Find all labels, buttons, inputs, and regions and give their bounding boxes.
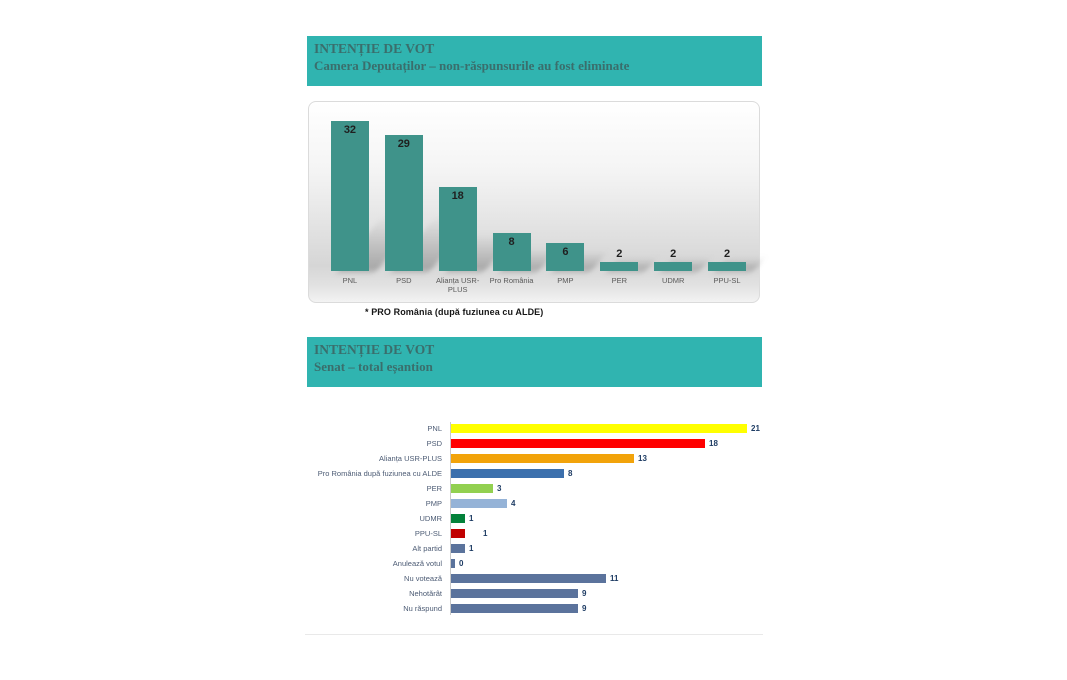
hbar-row: Nu votează 11 [307,571,762,586]
row-bar [451,544,465,553]
hbar-row: Nehotărât 9 [307,586,762,601]
bar [708,262,747,271]
hbar-row: PER 3 [307,481,762,496]
row-value-label: 11 [610,574,619,583]
row-bar [451,484,493,493]
bar-value-label: 2 [670,248,677,260]
bar-value-label: 2 [724,248,731,260]
bar [546,243,585,271]
bar-category-label: PNL [342,276,358,285]
row-label: Anulează votul [392,558,442,568]
bar-category-label: PPU-SL [713,276,741,285]
deputies-section-header: INTENȚIE DE VOT Camera Deputaților – non… [307,36,762,86]
deputies-chart-category-axis: PNL PSD Alianța USR-PLUS Pro România PMP PER U… [323,276,754,294]
row-bar [451,529,465,538]
deputies-bar-chart: 32 29 18 8 6 2 2 2 PNL PSD Alianța USR-PLUS Pro Ro… [308,101,765,303]
row-label: Nu răspund [403,603,442,613]
row-bar [451,589,578,598]
bar-category-label: UDMR [661,276,685,285]
hbar-row: PPU-SL 1 [307,526,762,541]
row-label: PNL [427,423,442,433]
bar-category-label: Pro România [489,276,534,285]
hbar-row: Pro România după fuziunea cu ALDE 8 [307,466,762,481]
bar-category-label: PER [611,276,628,285]
bar-value-label: 6 [562,246,569,258]
senate-header-subtitle: Senat – total eșantion [314,359,433,374]
bar-value-label: 2 [616,248,623,260]
row-label: PPU-SL [414,528,442,538]
bar [384,135,423,271]
bar [330,121,369,271]
row-label: Pro România după fuziunea cu ALDE [317,468,442,478]
row-label: UDMR [419,513,443,523]
hbar-row: Alt partid 1 [307,541,762,556]
row-value-label: 3 [497,484,502,493]
bar-column: 2 [592,102,658,272]
bar-column: 18 [431,102,517,272]
bar [600,262,639,271]
row-value-label: 8 [568,469,573,478]
bar-column: 2 [700,102,765,272]
row-value-label: 1 [469,544,474,553]
row-bar [451,469,564,478]
row-label: Alianța USR-PLUS [379,453,442,463]
row-bar [451,514,465,523]
hbar-row: UDMR 1 [307,511,762,526]
bar [654,262,693,271]
bar [492,233,531,271]
senate-chart-axis-line [450,422,451,615]
bar-category-label: PSD [396,276,412,285]
row-value-label: 21 [751,424,760,433]
bar-value-label: 18 [451,190,464,202]
row-bar [451,424,747,433]
row-value-label: 18 [709,439,718,448]
chart-footnote: * PRO România (după fuziunea cu ALDE) [365,307,544,317]
bar-value-label: 32 [343,124,357,136]
row-value-label: 9 [582,589,587,598]
row-bar [451,439,705,448]
deputies-header-subtitle: Camera Deputaților – non-răspunsurile au… [314,58,630,73]
row-bar [451,454,634,463]
deputies-chart-plot-area: 32 29 18 8 6 2 2 2 [323,102,765,272]
row-bar [451,499,507,508]
bar-column: 2 [646,102,712,272]
row-bar [451,574,606,583]
row-label: PER [426,483,442,493]
row-label: PMP [425,498,442,508]
hbar-row: Alianța USR-PLUS 13 [307,451,762,466]
row-value-label: 0 [459,559,464,568]
senate-section-header: INTENȚIE DE VOT Senat – total eșantion [307,337,762,387]
row-bar [451,559,455,568]
row-value-label: 1 [469,514,474,523]
row-label: Nehotărât [409,588,442,598]
hbar-row: PSD 18 [307,436,762,451]
row-value-label: 13 [638,454,647,463]
hbar-row: Nu răspund 9 [307,601,762,616]
bar [438,187,477,271]
row-bar [451,604,578,613]
row-label: Alt partid [412,543,442,553]
row-value-label: 1 [483,529,488,538]
deputies-header-title: INTENȚIE DE VOT [314,41,435,56]
bar-category-label: PMP [557,276,574,285]
hbar-row: PMP 4 [307,496,762,511]
bar-value-label: 8 [508,236,515,248]
bar-value-label: 29 [397,138,410,150]
bar-column: 32 [323,102,423,272]
bar-category-label: Alianța USR-PLUS [436,276,480,294]
row-label: PSD [426,438,442,448]
senate-header-title: INTENȚIE DE VOT [314,342,435,357]
row-label: Nu votează [404,573,442,583]
bar-column: 6 [539,102,609,272]
bar-column: 29 [377,102,477,272]
row-value-label: 9 [582,604,587,613]
row-value-label: 4 [511,499,516,508]
hbar-row: Anulează votul 0 [307,556,762,571]
hbar-row: PNL 21 [307,421,762,436]
bar-column: 8 [485,102,558,272]
bottom-divider [305,634,763,635]
senate-bar-chart: PNL 21 PSD 18 Alianța USR-PLUS 13 Pro România … [307,421,762,617]
